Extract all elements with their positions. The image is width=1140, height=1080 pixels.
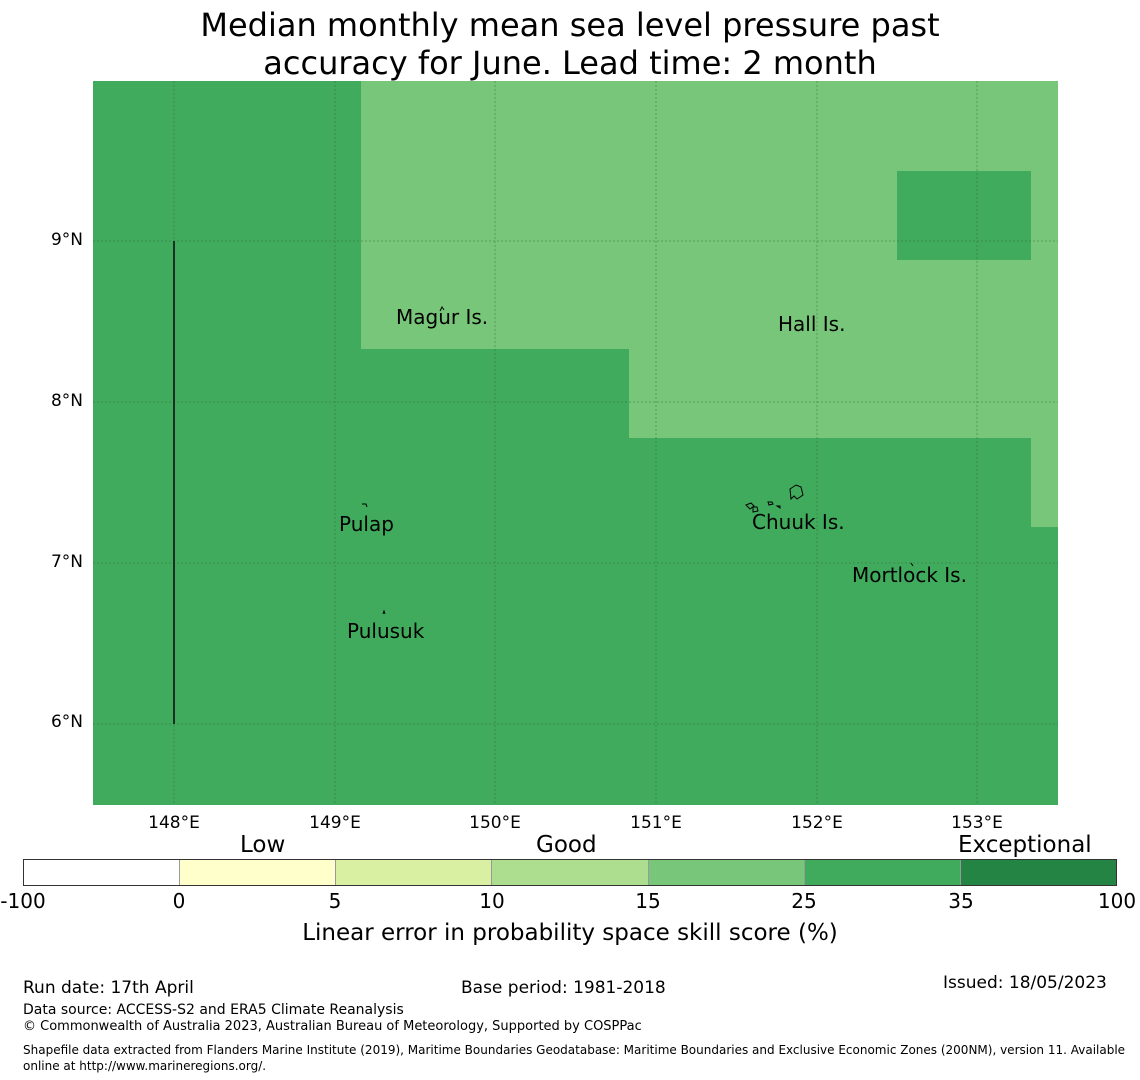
colorbar-tick: 0	[172, 889, 186, 913]
base-period: Base period: 1981-2018	[461, 978, 666, 998]
map-canvas	[93, 81, 1058, 805]
lon-tick-149e: 149°E	[309, 813, 361, 833]
copyright-notice: © Commonwealth of Australia 2023, Austra…	[23, 1019, 642, 1034]
lat-tick-8n: 8°N	[50, 391, 83, 411]
colorbar-bin	[180, 860, 337, 885]
shapefile-credit-line-2: online at http://www.marineregions.org/.	[23, 1059, 267, 1073]
place-label-mortlock: Mortlock Is.	[852, 563, 967, 587]
colorbar-tick: 5	[328, 889, 342, 913]
lon-tick-152e: 152°E	[791, 813, 843, 833]
data-source: Data source: ACCESS-S2 and ERA5 Climate …	[23, 1002, 404, 1018]
title-line-1: Median monthly mean sea level pressure p…	[200, 6, 940, 44]
pulusuk-island-outline	[382, 609, 386, 615]
issued-date: Issued: 18/05/2023	[943, 973, 1107, 993]
island-outlines	[362, 306, 914, 615]
skill-region-light	[361, 81, 1058, 527]
lat-tick-7n: 7°N	[50, 552, 83, 572]
magur-island-outline	[439, 306, 445, 312]
colorbar-label: Linear error in probability space skill …	[302, 920, 838, 946]
colorbar-tick: 10	[479, 889, 505, 913]
lon-tick-151e: 151°E	[630, 813, 682, 833]
place-label-pulusuk: Pulusuk	[347, 619, 425, 643]
colorbar-bin	[960, 860, 1116, 885]
place-label-magur: Magur Is.	[396, 305, 489, 329]
graticule	[93, 81, 1058, 805]
colorbar-bin	[24, 860, 181, 885]
legend-category-low: Low	[240, 832, 286, 858]
place-label-hall: Hall Is.	[778, 312, 846, 336]
colorbar-bin	[492, 860, 649, 885]
legend-category-good: Good	[536, 832, 597, 858]
colorbar-tick: 25	[791, 889, 817, 913]
colorbar-tick: 100	[1097, 889, 1137, 913]
chuuk-lagoon-outline	[789, 484, 804, 501]
shapefile-credit: Shapefile data extracted from Flanders M…	[23, 1042, 1133, 1074]
place-label-chuuk: Chuuk Is.	[752, 510, 845, 534]
colorbar-tick: 35	[948, 889, 974, 913]
skill-region-box	[897, 171, 1031, 260]
legend-category-exceptional: Exceptional	[958, 832, 1092, 858]
lon-tick-153e: 153°E	[951, 813, 1003, 833]
lat-tick-9n: 9°N	[50, 230, 83, 250]
colorbar-tick: 15	[635, 889, 661, 913]
skill-map	[93, 81, 1058, 805]
colorbar-bin	[804, 860, 961, 885]
lat-tick-6n: 6°N	[50, 712, 83, 732]
colorbar-bin	[648, 860, 805, 885]
colorbar-bin	[336, 860, 493, 885]
colorbar-tick: -100	[0, 889, 46, 913]
lon-tick-148e: 148°E	[148, 813, 200, 833]
pulap-island-outline	[362, 503, 368, 508]
shapefile-credit-line-1: Shapefile data extracted from Flanders M…	[23, 1043, 1126, 1057]
colorbar	[23, 859, 1117, 886]
run-date: Run date: 17th April	[23, 978, 194, 998]
title-line-2: accuracy for June. Lead time: 2 month	[263, 44, 877, 82]
chart-title: Median monthly mean sea level pressure p…	[0, 6, 1140, 82]
lon-tick-150e: 150°E	[469, 813, 521, 833]
place-label-pulap: Pulap	[339, 512, 394, 536]
